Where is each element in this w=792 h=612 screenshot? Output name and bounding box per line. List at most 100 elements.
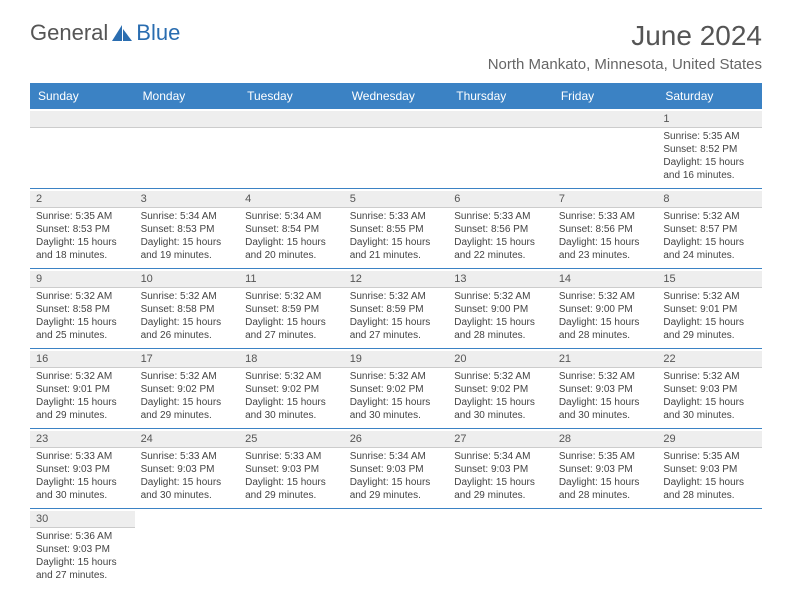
calendar-day-cell: 28Sunrise: 5:35 AMSunset: 9:03 PMDayligh…: [553, 429, 658, 509]
calendar-empty-cell: [239, 509, 344, 589]
daylight-line: Daylight: 15 hours and 22 minutes.: [454, 237, 535, 261]
sunrise-line: Sunrise: 5:32 AM: [36, 371, 112, 382]
daylight-line: Daylight: 15 hours and 30 minutes.: [245, 397, 326, 421]
daylight-line: Daylight: 15 hours and 30 minutes.: [663, 397, 744, 421]
sunset-line: Sunset: 9:03 PM: [454, 464, 528, 475]
logo-text-2: Blue: [136, 20, 180, 46]
day-info: Sunrise: 5:32 AMSunset: 8:59 PMDaylight:…: [245, 290, 338, 342]
day-info: Sunrise: 5:34 AM Sunset: 9:03 PM Daylight:…: [454, 450, 547, 502]
daylight-line: Daylight: 15 hours and 29 minutes.: [350, 477, 431, 501]
day-number: 13: [448, 271, 553, 288]
calendar-day-cell: 21Sunrise: 5:32 AMSunset: 9:03 PMDayligh…: [553, 349, 658, 429]
daylight-line: Daylight: 15 hours and 28 minutes.: [454, 317, 535, 341]
day-number: 1: [657, 111, 762, 128]
sunrise-line: Sunrise: 5:34 AM: [454, 451, 530, 462]
sunrise-line: Sunrise: 5:32 AM: [36, 291, 112, 302]
day-info: Sunrise: 5:33 AMSunset: 9:03 PMDaylight:…: [245, 450, 338, 502]
day-number: 12: [344, 271, 449, 288]
day-header: Thursday: [448, 83, 553, 109]
day-number: 4: [239, 191, 344, 208]
day-number: 9: [30, 271, 135, 288]
daylight-line: Daylight: 15 hours and 16 minutes.: [663, 157, 744, 181]
day-info: Sunrise: 5:32 AMSunset: 9:03 PMDaylight:…: [663, 370, 756, 422]
sunset-line: Sunset: 9:03 PM: [559, 384, 633, 395]
sunrise-line: Sunrise: 5:32 AM: [350, 371, 426, 382]
daylight-line: Daylight: 15 hours and 26 minutes.: [141, 317, 222, 341]
sunset-line: Sunset: 8:58 PM: [141, 304, 215, 315]
calendar-day-cell: 14Sunrise: 5:32 AMSunset: 9:00 PMDayligh…: [553, 269, 658, 349]
sunset-line: Sunset: 8:56 PM: [454, 224, 528, 235]
day-number: 2: [30, 191, 135, 208]
sunrise-line: Sunrise: 5:32 AM: [350, 291, 426, 302]
day-info: Sunrise: 5:33 AMSunset: 8:56 PMDaylight:…: [559, 210, 652, 262]
sunrise-line: Sunrise: 5:33 AM: [245, 451, 321, 462]
daylight-line: Daylight: 15 hours and 27 minutes.: [36, 557, 117, 581]
day-number: 5: [344, 191, 449, 208]
calendar-empty-cell: [135, 509, 240, 589]
calendar-empty-cell: [30, 109, 135, 189]
logo: General Blue: [30, 20, 180, 46]
daylight-line: Daylight: 15 hours and 19 minutes.: [141, 237, 222, 261]
calendar-day-cell: 6Sunrise: 5:33 AMSunset: 8:56 PMDaylight…: [448, 189, 553, 269]
day-number: 20: [448, 351, 553, 368]
sunset-line: Sunset: 9:03 PM: [245, 464, 319, 475]
daylight-line: Daylight: 15 hours and 18 minutes.: [36, 237, 117, 261]
header: General Blue June 2024 North Mankato, Mi…: [30, 20, 762, 73]
calendar-day-cell: 13 Sunrise: 5:32 AMSunset: 9:00 PMDayligh…: [448, 269, 553, 349]
day-info: Sunrise: 5:32 AMSunset: 8:59 PMDaylight:…: [350, 290, 443, 342]
calendar-day-cell: 30Sunrise: 5:36 AMSunset: 9:03 PMDayligh…: [30, 509, 135, 589]
sunset-line: Sunset: 9:00 PM: [454, 304, 528, 315]
sunrise-line: Sunrise: 5:32 AM: [559, 371, 635, 382]
day-number: 6: [448, 191, 553, 208]
day-info: Sunrise: 5:32 AMSunset: 9:01 PMDaylight:…: [36, 370, 129, 422]
day-number: 24: [135, 431, 240, 448]
calendar-empty-cell: [135, 109, 240, 189]
sunset-line: Sunset: 8:56 PM: [559, 224, 633, 235]
sunrise-line: Sunrise: 5:33 AM: [350, 211, 426, 222]
day-info: Sunrise: 5:32 AMSunset: 9:02 PMDaylight:…: [141, 370, 234, 422]
sunset-line: Sunset: 8:53 PM: [141, 224, 215, 235]
empty-daynum: [135, 111, 240, 128]
sunrise-line: Sunrise: 5:32 AM: [559, 291, 635, 302]
calendar-day-cell: 5Sunrise: 5:33 AMSunset: 8:55 PMDaylight…: [344, 189, 449, 269]
sunset-line: Sunset: 8:59 PM: [350, 304, 424, 315]
calendar-day-cell: 11Sunrise: 5:32 AMSunset: 8:59 PMDayligh…: [239, 269, 344, 349]
day-info: Sunrise: 5:35 AMSunset: 9:03 PMDaylight:…: [663, 450, 756, 502]
sunrise-line: Sunrise: 5:35 AM: [663, 451, 739, 462]
day-number: 8: [657, 191, 762, 208]
daylight-line: Daylight: 15 hours and 29 minutes.: [454, 477, 535, 501]
sunset-line: Sunset: 9:03 PM: [663, 384, 737, 395]
empty-daynum: [239, 111, 344, 128]
calendar-day-cell: 17Sunrise: 5:32 AMSunset: 9:02 PMDayligh…: [135, 349, 240, 429]
day-info: Sunrise: 5:32 AMSunset: 8:58 PMDaylight:…: [36, 290, 129, 342]
day-number: 15: [657, 271, 762, 288]
sunset-line: Sunset: 9:03 PM: [36, 544, 110, 555]
sunset-line: Sunset: 9:03 PM: [36, 464, 110, 475]
day-info: Sunrise: 5:32 AMSunset: 9:00 PMDaylight:…: [454, 290, 547, 342]
empty-daynum: [30, 111, 135, 128]
daylight-line: Daylight: 15 hours and 30 minutes.: [454, 397, 535, 421]
daylight-line: Daylight: 15 hours and 28 minutes.: [663, 477, 744, 501]
day-info: Sunrise: 5:36 AMSunset: 9:03 PMDaylight:…: [36, 530, 129, 582]
sunset-line: Sunset: 9:00 PM: [559, 304, 633, 315]
calendar-day-cell: 4Sunrise: 5:34 AMSunset: 8:54 PMDaylight…: [239, 189, 344, 269]
daylight-line: Daylight: 15 hours and 30 minutes.: [36, 477, 117, 501]
day-number: 14: [553, 271, 658, 288]
calendar-day-cell: 10Sunrise: 5:32 AMSunset: 8:58 PMDayligh…: [135, 269, 240, 349]
day-header: Wednesday: [344, 83, 449, 109]
day-header-row: SundayMondayTuesdayWednesdayThursdayFrid…: [30, 83, 762, 109]
calendar-day-cell: 2Sunrise: 5:35 AMSunset: 8:53 PMDaylight…: [30, 189, 135, 269]
sunrise-line: Sunrise: 5:32 AM: [245, 291, 321, 302]
sunset-line: Sunset: 9:03 PM: [141, 464, 215, 475]
calendar-day-cell: 27Sunrise: 5:34 AMSunset: 9:03 PMDayligh…: [448, 429, 553, 509]
sunrise-line: Sunrise: 5:33 AM: [36, 451, 112, 462]
sunrise-line: Sunrise: 5:35 AM: [36, 211, 112, 222]
day-info: Sunrise: 5:32 AMSunset: 8:57 PMDaylight:…: [663, 210, 756, 262]
day-number: 18: [239, 351, 344, 368]
sunset-line: Sunset: 9:02 PM: [245, 384, 319, 395]
calendar-empty-cell: [344, 509, 449, 589]
day-info: Sunrise: 5:34 AMSunset: 9:03 PMDaylight:…: [350, 450, 443, 502]
sunrise-line: Sunrise: 5:32 AM: [141, 371, 217, 382]
calendar-table: SundayMondayTuesdayWednesdayThursdayFrid…: [30, 83, 762, 588]
day-number: 25: [239, 431, 344, 448]
